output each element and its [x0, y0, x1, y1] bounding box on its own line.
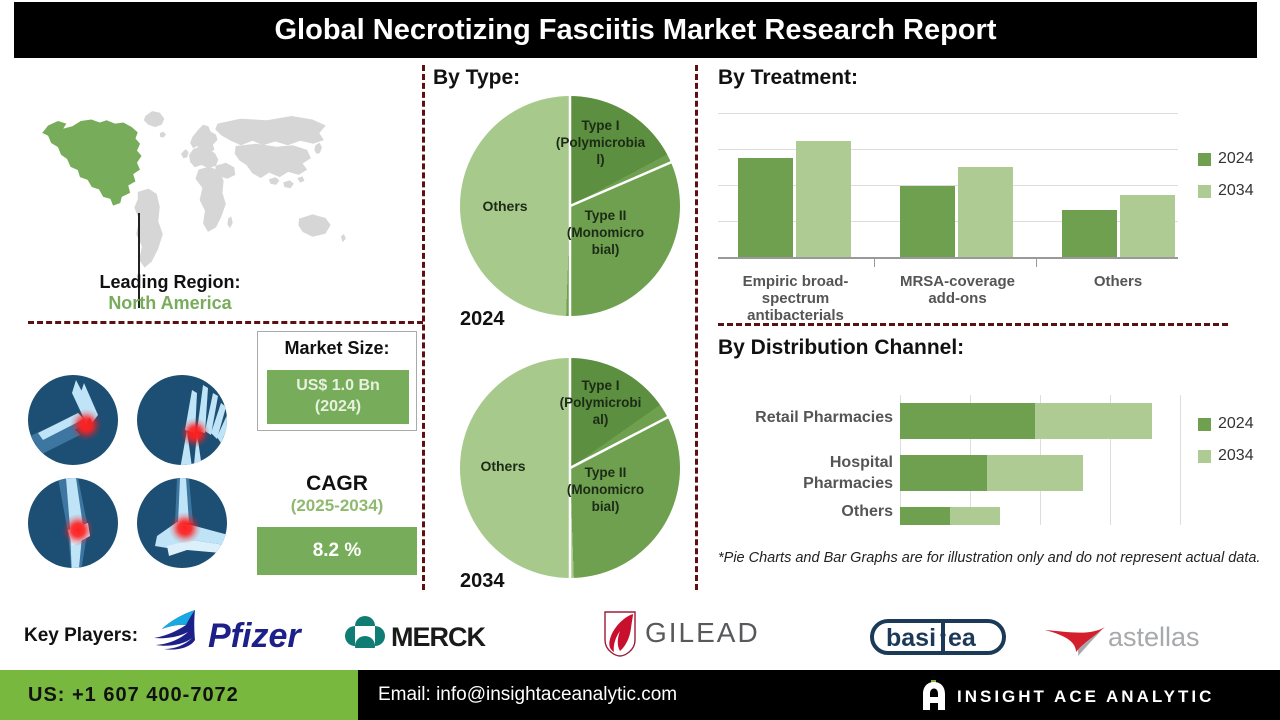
- svg-text:GILEAD: GILEAD: [645, 617, 760, 648]
- svg-text:basi: basi: [886, 624, 936, 652]
- svg-text:ea: ea: [948, 624, 977, 652]
- svg-text:MERCK: MERCK: [391, 622, 486, 652]
- svg-text:Pfizer: Pfizer: [208, 617, 302, 655]
- svg-text:astellas: astellas: [1108, 622, 1200, 652]
